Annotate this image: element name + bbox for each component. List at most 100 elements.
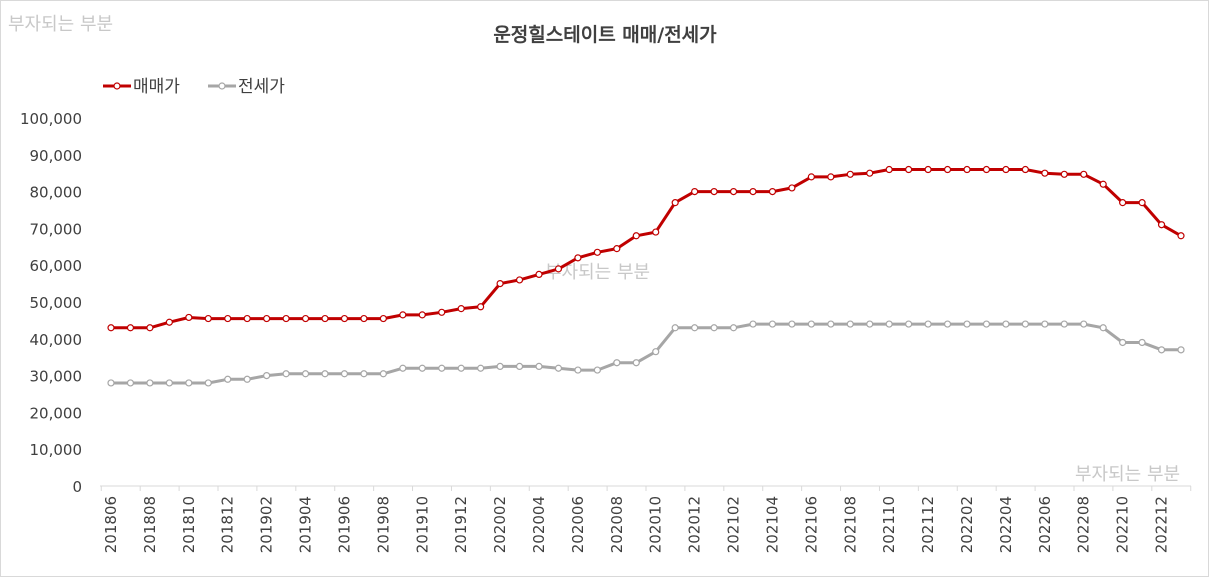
- data-point: [379, 314, 387, 323]
- data-point: [905, 165, 913, 174]
- data-point: [515, 362, 524, 370]
- data-point: [924, 165, 932, 174]
- data-point: [982, 165, 991, 174]
- x-tick-label: 202012: [686, 496, 704, 553]
- data-point: [418, 311, 426, 319]
- data-point: [554, 265, 563, 273]
- series-jeonse-price: [107, 320, 1185, 387]
- data-point: [788, 184, 796, 192]
- data-point: [574, 366, 582, 374]
- y-tick-label: 50,000: [30, 294, 83, 312]
- data-point: [1021, 165, 1029, 174]
- data-point: [768, 188, 777, 196]
- data-point: [943, 165, 952, 174]
- data-point: [788, 320, 796, 328]
- x-tick-label: 202210: [1114, 496, 1132, 553]
- data-point: [107, 324, 115, 332]
- data-point: [1119, 338, 1127, 347]
- data-point: [768, 320, 777, 328]
- data-point: [963, 320, 971, 328]
- data-point: [477, 364, 485, 372]
- data-point: [438, 364, 446, 372]
- data-point: [340, 370, 349, 378]
- x-axis: 201806 201808 201810 201812 201902 201904 2019…: [100, 485, 1192, 553]
- data-point: [1138, 199, 1146, 207]
- data-point: [827, 173, 835, 181]
- data-point: [671, 199, 679, 207]
- x-tick-label: 201806: [102, 496, 120, 553]
- x-tick-label: 201910: [413, 496, 431, 553]
- x-tick-label: 202002: [491, 496, 509, 553]
- y-tick-label: 70,000: [30, 220, 83, 238]
- data-point: [515, 276, 524, 284]
- x-tick-label: 202212: [1153, 496, 1171, 553]
- x-tick-label: 202108: [841, 496, 859, 553]
- x-tick-label: 201904: [297, 496, 315, 553]
- data-point: [613, 245, 621, 253]
- data-point: [535, 362, 543, 370]
- data-point: [652, 348, 660, 356]
- y-tick-label: 80,000: [30, 184, 83, 202]
- data-point: [554, 364, 563, 372]
- data-point: [1080, 170, 1088, 178]
- data-point: [418, 364, 426, 372]
- data-point: [321, 314, 329, 323]
- data-point: [146, 324, 154, 332]
- data-point: [807, 320, 815, 328]
- data-point: [126, 379, 135, 387]
- data-point: [905, 320, 913, 328]
- data-point: [301, 370, 310, 378]
- data-point: [593, 248, 601, 256]
- x-tick-label: 202206: [1036, 496, 1054, 553]
- data-point: [301, 314, 310, 323]
- data-point: [1157, 221, 1166, 229]
- data-point: [457, 364, 465, 372]
- data-point: [943, 320, 952, 328]
- x-tick-label: 202110: [880, 496, 898, 553]
- data-point: [496, 362, 504, 370]
- data-point: [1041, 169, 1049, 177]
- data-point: [379, 370, 387, 378]
- data-point: [671, 324, 679, 332]
- data-point: [263, 372, 271, 380]
- y-tick-label: 90,000: [30, 147, 83, 165]
- data-point: [729, 188, 738, 196]
- legend-marker: [218, 82, 226, 90]
- data-point: [1002, 320, 1010, 328]
- data-point: [593, 366, 601, 374]
- data-point: [496, 280, 504, 288]
- data-point: [146, 379, 154, 387]
- y-axis: 0 10,000 20,000 30,000 40,000 50,000 60,000 70,…: [20, 110, 82, 496]
- data-point: [185, 313, 193, 322]
- data-point: [204, 314, 212, 323]
- data-point: [1041, 320, 1049, 328]
- data-point: [1060, 170, 1068, 178]
- data-point: [807, 173, 815, 181]
- series-line: [111, 322, 1181, 385]
- data-point: [691, 188, 699, 196]
- data-point: [360, 314, 368, 323]
- data-point: [846, 170, 854, 178]
- data-point: [243, 314, 251, 323]
- watermark-top-left: 부자되는 부분: [8, 14, 113, 35]
- data-point: [827, 320, 835, 328]
- data-point: [535, 270, 543, 278]
- data-point: [165, 318, 173, 326]
- data-point: [632, 359, 640, 367]
- data-point: [1080, 320, 1088, 328]
- x-tick-label: 202008: [608, 496, 626, 553]
- data-point: [165, 379, 173, 387]
- x-tick-label: 202106: [802, 496, 820, 553]
- y-tick-label: 10,000: [30, 441, 83, 459]
- x-tick-label: 202112: [919, 496, 937, 553]
- data-point: [399, 364, 407, 372]
- data-point: [1002, 165, 1010, 174]
- data-point: [963, 165, 971, 174]
- y-tick-label: 60,000: [30, 257, 83, 275]
- data-point: [749, 320, 757, 328]
- data-point: [982, 320, 991, 328]
- data-point: [321, 370, 329, 378]
- data-point: [1177, 232, 1185, 240]
- x-tick-label: 201906: [335, 496, 353, 553]
